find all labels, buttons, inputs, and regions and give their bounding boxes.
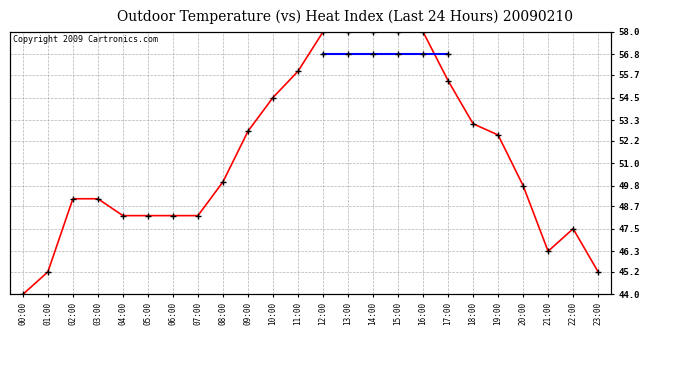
Text: Outdoor Temperature (vs) Heat Index (Last 24 Hours) 20090210: Outdoor Temperature (vs) Heat Index (Las…	[117, 9, 573, 24]
Text: Copyright 2009 Cartronics.com: Copyright 2009 Cartronics.com	[13, 34, 158, 44]
